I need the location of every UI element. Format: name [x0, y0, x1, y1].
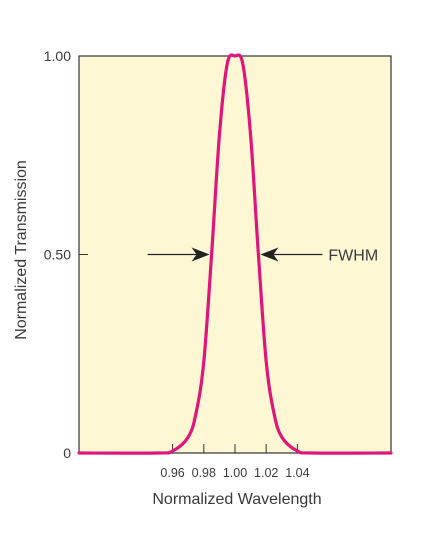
- y-axis-label: Normalized Transmission: [13, 160, 30, 340]
- x-axis-ticks: 0.96 0.98 1.00 1.02 1.04: [160, 444, 310, 480]
- fwhm-right-arrowhead: [260, 247, 279, 262]
- fwhm-annotation: FWHM: [147, 247, 378, 265]
- x-tick-label: 0.98: [192, 466, 216, 480]
- y-axis-ticks: 0 0.50 1.00: [44, 48, 88, 461]
- plot-background: [78, 55, 392, 454]
- x-tick-label: 0.96: [160, 466, 184, 480]
- transmission-curve: [77, 53, 393, 455]
- plot-area: [78, 55, 392, 454]
- x-axis-label: Normalized Wavelength: [152, 491, 321, 508]
- fwhm-left-arrowhead: [191, 247, 210, 262]
- fwhm-label: FWHM: [328, 248, 378, 265]
- series-layer: [77, 53, 393, 455]
- y-tick-label: 0: [63, 445, 71, 461]
- y-tick-label: 0.50: [44, 247, 71, 263]
- y-tick-label: 1.00: [44, 48, 71, 64]
- x-tick-label: 1.00: [223, 466, 247, 480]
- x-tick-label: 1.04: [285, 466, 309, 480]
- x-tick-label: 1.02: [254, 466, 278, 480]
